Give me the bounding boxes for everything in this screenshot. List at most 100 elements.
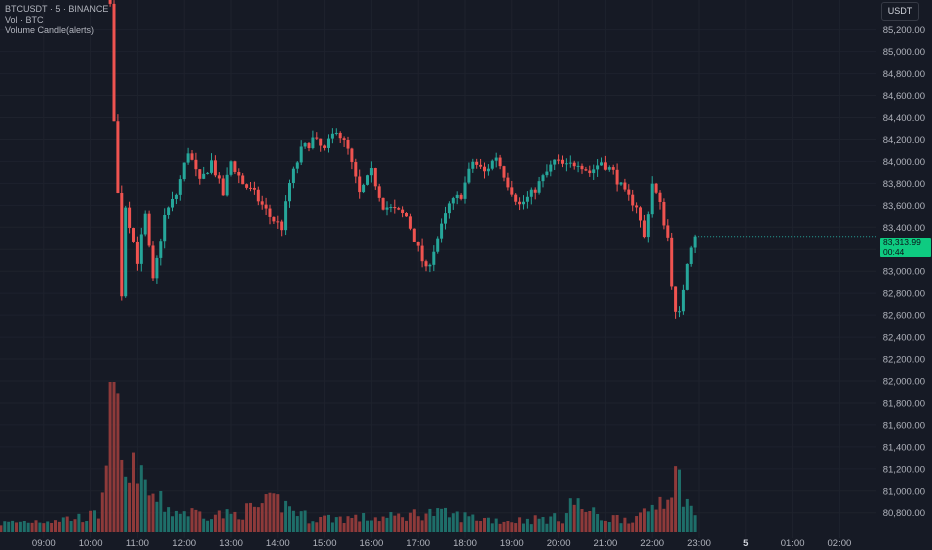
candle [646, 211, 650, 243]
volume-bar [401, 517, 405, 532]
price-axis[interactable]: 80,800.00 81,000.00 81,200.00 81,400.00 81,6… [883, 25, 925, 519]
volume-bar [525, 518, 529, 532]
volume-label[interactable]: Vol · BTC [5, 14, 44, 25]
candle-body [584, 169, 588, 171]
candle [670, 232, 674, 290]
candle [650, 176, 654, 218]
candle [315, 132, 319, 141]
candle [237, 168, 241, 184]
candle-body [646, 214, 650, 238]
volume-bar [163, 511, 167, 532]
candle-body [241, 175, 245, 185]
volume-bar [93, 510, 96, 532]
candle [139, 227, 143, 272]
candle-body [389, 206, 393, 208]
candle-body [483, 166, 486, 172]
price-tick-label: 84,800.00 [883, 69, 925, 80]
volume-bar [288, 506, 291, 532]
volume-bar [576, 498, 580, 532]
candle-body [124, 207, 128, 297]
candle [213, 155, 217, 178]
candle-body [576, 165, 580, 167]
price-tick-label: 80,800.00 [883, 508, 925, 519]
candle [155, 255, 159, 284]
candle-body [280, 221, 284, 231]
candle [171, 191, 174, 212]
volume-bar [151, 493, 155, 532]
candle [584, 166, 588, 172]
candle [174, 193, 178, 205]
candle-body [256, 189, 260, 202]
candle [603, 155, 607, 171]
volume-bar [596, 513, 600, 532]
candle-body [249, 187, 252, 189]
candle-body [319, 138, 323, 146]
symbol-label[interactable]: BTCUSDT · 5 · BINANCE [5, 4, 109, 14]
volume-bar [498, 523, 502, 532]
time-tick-label: 12:00 [172, 538, 196, 549]
volume-bar [654, 509, 658, 532]
candle [564, 158, 568, 172]
time-axis[interactable]: 09:00 10:00 11:00 12:00 13:00 14:00 15:00 16:00… [32, 538, 851, 549]
candle-body [420, 245, 424, 262]
candle [631, 189, 635, 212]
volume-bar [529, 524, 533, 532]
volume-bar [112, 382, 116, 532]
candle-body [494, 157, 498, 161]
candle-body [233, 161, 237, 172]
candle [424, 259, 428, 272]
volume-bar [346, 516, 350, 532]
price-tick-label: 81,200.00 [883, 464, 925, 475]
volume-bar [186, 516, 190, 532]
indicator-label[interactable]: Volume Candle(alerts) [5, 25, 95, 35]
candle [280, 219, 284, 237]
candle-body [245, 184, 249, 188]
candle [245, 183, 249, 190]
candle-body [202, 173, 206, 179]
candle [272, 216, 276, 224]
candle-body [167, 207, 171, 215]
volume-bar [658, 496, 662, 532]
candle-body [342, 138, 346, 141]
volume-bar [210, 519, 213, 532]
volume-bar [198, 511, 202, 532]
candle [252, 181, 256, 195]
candle [596, 159, 600, 177]
volume-bar [557, 521, 561, 532]
volume-bar [670, 497, 674, 532]
volume-bar [693, 515, 697, 532]
volume-bar [256, 507, 260, 532]
candle [529, 187, 533, 205]
candle-body [311, 137, 315, 149]
candle-body [217, 175, 221, 179]
price-tick-label: 83,000.00 [883, 267, 925, 278]
candle [288, 179, 291, 208]
candle-body [315, 137, 319, 139]
candle [451, 196, 455, 210]
candle-body [139, 234, 143, 264]
candle-body [408, 216, 412, 229]
candle-body [603, 162, 607, 170]
candle-body [447, 203, 451, 214]
volume-bar [128, 482, 132, 532]
candle-body [288, 183, 291, 202]
volume-bar [0, 525, 3, 532]
volume-bar [451, 513, 455, 532]
countdown-timer: 00:44 [883, 246, 905, 257]
volume-bar [46, 521, 50, 532]
candle-body [252, 187, 256, 190]
candle [358, 169, 362, 199]
candle [143, 210, 147, 237]
candle-body [627, 189, 631, 195]
candle [408, 213, 412, 231]
currency-button[interactable]: USDT [881, 2, 919, 21]
candle [557, 154, 561, 165]
time-tick-label: 20:00 [547, 538, 571, 549]
time-tick-label: 11:00 [126, 538, 149, 549]
volume-bar [237, 519, 241, 532]
volume-bar [18, 521, 22, 532]
volume-bar [249, 502, 252, 532]
candle-body [155, 257, 159, 279]
volume-bar [350, 517, 354, 532]
